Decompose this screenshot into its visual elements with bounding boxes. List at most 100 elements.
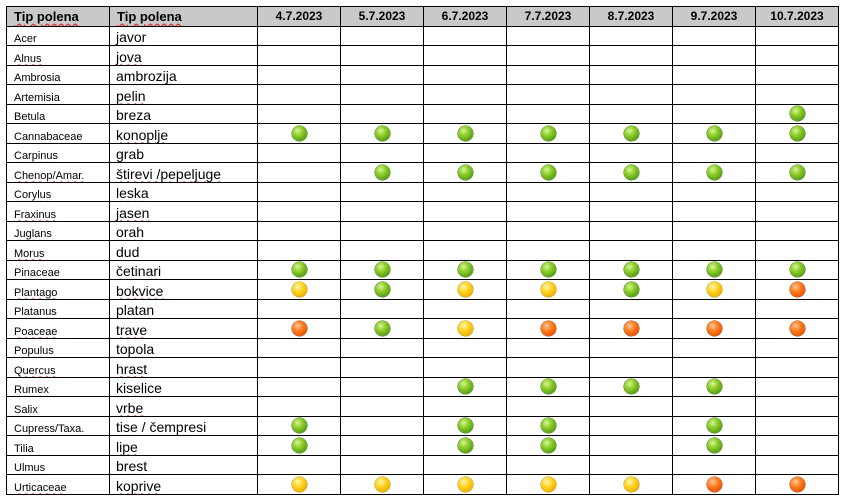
pollen-local-label: breza xyxy=(116,107,152,123)
level-cell xyxy=(340,45,424,66)
yellow-level-dot-icon xyxy=(623,476,639,492)
green-level-dot-icon xyxy=(291,418,307,434)
level-cell xyxy=(589,318,673,339)
level-cell xyxy=(423,454,507,475)
level-cell xyxy=(755,181,839,202)
level-cell xyxy=(423,45,507,66)
pollen-latin-label: Alnus xyxy=(14,52,42,65)
level-cell xyxy=(755,84,839,105)
level-cell xyxy=(506,454,590,475)
level-cell xyxy=(672,376,756,397)
level-cell xyxy=(340,220,424,241)
green-level-dot-icon xyxy=(706,125,722,141)
header-local-label: Tip polena xyxy=(117,8,182,24)
table-row: Chenop/Amar. štirevi /pepeljuge xyxy=(6,162,839,183)
level-cell xyxy=(755,45,839,66)
pollen-local-name: lipe xyxy=(109,435,258,456)
table-row: Juglans orah xyxy=(6,220,839,241)
level-cell xyxy=(506,435,590,456)
pollen-local-name: trave xyxy=(109,318,258,339)
pollen-latin-label: Urticaceae xyxy=(14,481,67,494)
table-row: Cannabaceae konoplje xyxy=(6,123,839,144)
pollen-latin-name: Cannabaceae xyxy=(6,123,110,144)
level-cell xyxy=(423,240,507,261)
pollen-latin-label: Plantago xyxy=(14,286,58,299)
pollen-latin-label: Pinaceae xyxy=(14,267,60,279)
pollen-local-name: tise / čempresi xyxy=(109,415,258,436)
table-row: Urticaceae koprive xyxy=(6,474,839,495)
level-cell xyxy=(257,279,341,300)
pollen-local-label: tise / čempresi xyxy=(116,419,207,435)
pollen-local-label: četinari xyxy=(116,263,162,279)
table-row: Pinaceae četinari xyxy=(6,259,839,280)
pollen-local-label: orah xyxy=(116,224,145,240)
level-cell xyxy=(423,357,507,378)
level-cell xyxy=(672,201,756,222)
level-cell xyxy=(672,103,756,124)
level-cell xyxy=(755,396,839,417)
level-cell xyxy=(506,201,590,222)
level-cell xyxy=(257,84,341,105)
level-cell xyxy=(589,240,673,261)
green-level-dot-icon xyxy=(540,262,556,278)
pollen-local-name: dud xyxy=(109,240,258,261)
orange-level-dot-icon xyxy=(789,281,805,297)
pollen-local-name: koprive xyxy=(109,474,258,495)
table-row: Populus topola xyxy=(6,337,839,358)
level-cell xyxy=(257,415,341,436)
level-cell xyxy=(423,103,507,124)
level-cell xyxy=(755,298,839,319)
pollen-latin-label: Ambrosia xyxy=(14,72,61,84)
pollen-local-label: javor xyxy=(116,29,147,45)
level-cell xyxy=(589,142,673,163)
level-cell xyxy=(755,64,839,85)
header-row: Tip polena Tip polena 4.7.2023 5.7.2023 … xyxy=(6,6,839,27)
pollen-local-label: ambrozija xyxy=(116,68,177,84)
header-local: Tip polena xyxy=(109,6,258,27)
pollen-latin-name: Fraxinus xyxy=(6,201,110,222)
green-level-dot-icon xyxy=(291,437,307,453)
level-cell xyxy=(755,474,839,495)
green-level-dot-icon xyxy=(789,164,805,180)
level-cell xyxy=(755,25,839,46)
green-level-dot-icon xyxy=(291,262,307,278)
pollen-latin-label: Poaceae xyxy=(14,325,58,338)
green-level-dot-icon xyxy=(457,164,473,180)
level-cell xyxy=(257,103,341,124)
level-cell xyxy=(755,318,839,339)
level-cell xyxy=(257,474,341,495)
level-cell xyxy=(589,259,673,280)
green-level-dot-icon xyxy=(540,418,556,434)
level-cell xyxy=(506,45,590,66)
green-level-dot-icon xyxy=(623,164,639,180)
orange-level-dot-icon xyxy=(706,320,722,336)
header-date: 7.7.2023 xyxy=(506,6,590,27)
pollen-local-name: leska xyxy=(109,181,258,202)
level-cell xyxy=(340,435,424,456)
pollen-local-label: jasen xyxy=(116,204,150,221)
pollen-latin-name: Poaceae xyxy=(6,318,110,339)
level-cell xyxy=(589,84,673,105)
level-cell xyxy=(506,103,590,124)
pollen-latin-label: Cannabaceae xyxy=(14,130,83,143)
level-cell xyxy=(340,84,424,105)
level-cell xyxy=(672,396,756,417)
level-cell xyxy=(257,162,341,183)
level-cell xyxy=(755,142,839,163)
level-cell xyxy=(755,162,839,183)
pollen-latin-label: Populus xyxy=(14,345,54,357)
pollen-latin-name: Juglans xyxy=(6,220,110,241)
pollen-latin-name: Tilia xyxy=(6,435,110,456)
level-cell xyxy=(672,474,756,495)
green-level-dot-icon xyxy=(374,125,390,141)
level-cell xyxy=(340,201,424,222)
level-cell xyxy=(506,240,590,261)
level-cell xyxy=(340,415,424,436)
level-cell xyxy=(340,162,424,183)
green-level-dot-icon xyxy=(374,164,390,180)
level-cell xyxy=(589,454,673,475)
level-cell xyxy=(672,84,756,105)
pollen-latin-label: Corylus xyxy=(14,189,52,201)
pollen-local-label: konoplje xyxy=(116,126,169,143)
pollen-latin-name: Urticaceae xyxy=(6,474,110,495)
